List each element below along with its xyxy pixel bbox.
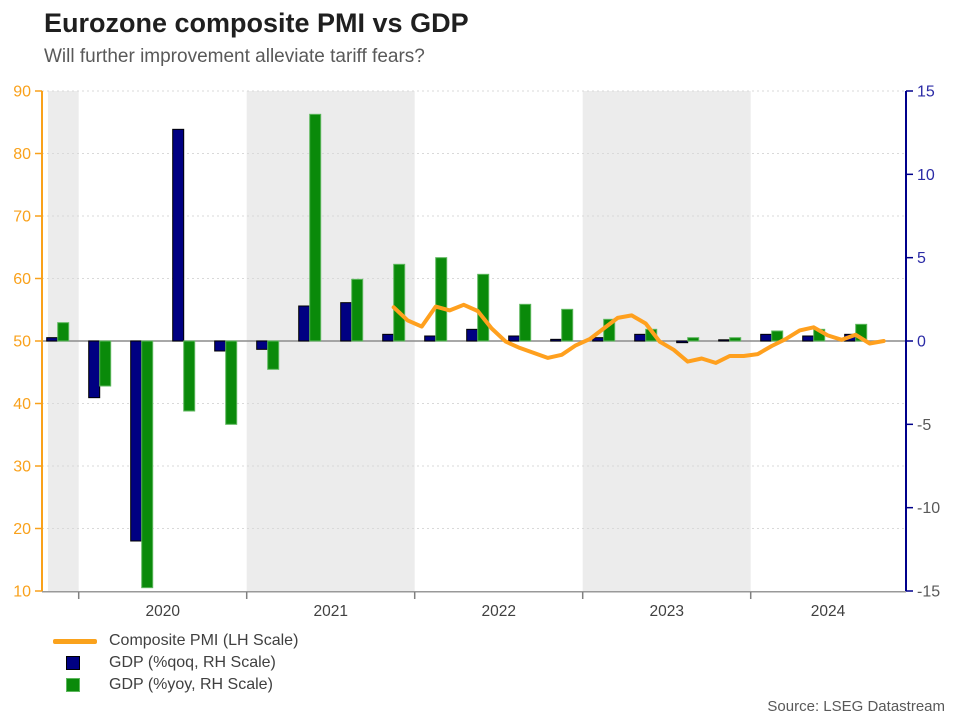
svg-text:20: 20 [13,521,31,538]
svg-text:10: 10 [917,167,935,184]
svg-text:10: 10 [13,584,31,601]
svg-text:60: 60 [13,271,31,288]
chart-header: Eurozone composite PMI vs GDP Will furth… [44,8,469,68]
legend-label-gdp-qoq: GDP (%qoq, RH Scale) [109,654,276,671]
legend-item-gdp-yoy: GDP (%yoy, RH Scale) [53,674,298,696]
chart-title: Eurozone composite PMI vs GDP [44,8,469,38]
chart-subtitle: Will further improvement alleviate tarif… [44,46,425,67]
chart-legend: Composite PMI (LH Scale) GDP (%qoq, RH S… [53,630,298,696]
gdp-qoq-swatch-icon [66,656,80,670]
svg-text:80: 80 [13,146,31,163]
svg-text:0: 0 [917,334,926,351]
svg-text:-5: -5 [917,417,931,434]
svg-text:2021: 2021 [313,603,347,620]
svg-text:2024: 2024 [811,603,846,620]
pmi-gdp-combo-chart: 10 20 30 40 50 60 70 80 90 -15 -10 -5 0 5 10 15 2020 2021… [13,84,940,621]
source-attribution: Source: LSEG Datastream [767,698,945,715]
svg-text:50: 50 [13,334,31,351]
svg-text:-15: -15 [917,584,940,601]
svg-text:30: 30 [13,459,31,476]
svg-text:90: 90 [13,84,31,101]
svg-text:2020: 2020 [145,603,180,620]
svg-text:40: 40 [13,396,31,413]
svg-text:2022: 2022 [481,603,515,620]
gdp-yoy-swatch-icon [66,678,80,692]
legend-label-gdp-yoy: GDP (%yoy, RH Scale) [109,676,273,693]
legend-item-gdp-qoq: GDP (%qoq, RH Scale) [53,652,298,674]
legend-item-composite-pmi: Composite PMI (LH Scale) [53,630,298,652]
legend-label-composite-pmi: Composite PMI (LH Scale) [109,632,299,649]
pmi-line-swatch-icon [53,638,97,644]
svg-text:2023: 2023 [649,603,683,620]
svg-text:70: 70 [13,209,31,226]
svg-text:5: 5 [917,250,926,267]
svg-text:15: 15 [917,84,935,101]
svg-text:-10: -10 [917,500,940,517]
